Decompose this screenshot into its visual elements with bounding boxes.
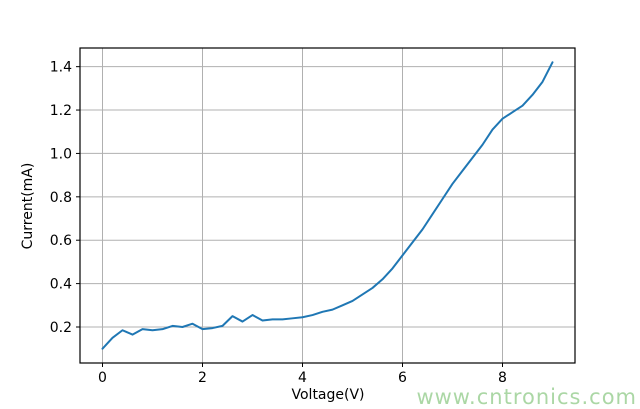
y-tick-label: 1.0 [50, 146, 72, 162]
y-tick-label: 1.2 [50, 103, 72, 119]
watermark-text: www.cntronics.com [416, 385, 637, 409]
y-tick-label: 0.6 [50, 233, 72, 249]
x-tick-label: 4 [298, 370, 307, 386]
x-tick-label: 8 [498, 370, 507, 386]
y-tick-label: 0.4 [50, 277, 72, 293]
y-tick-label: 1.4 [50, 60, 72, 76]
x-tick-label: 0 [98, 370, 107, 386]
y-tick-label: 0.8 [50, 190, 72, 206]
x-axis-label: Voltage(V) [291, 387, 365, 403]
x-tick-label: 6 [398, 370, 407, 386]
x-tick-label: 2 [198, 370, 207, 386]
plot-border [79, 47, 576, 364]
data-line [101, 61, 554, 350]
y-tick-label: 0.2 [50, 320, 72, 336]
y-axis-label: Current(mA) [20, 162, 36, 250]
